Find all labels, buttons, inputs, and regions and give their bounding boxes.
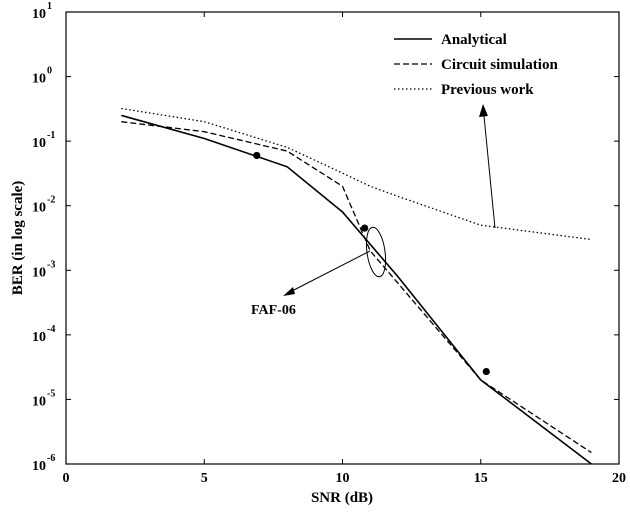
previous-work-arrow-head bbox=[479, 104, 488, 117]
faf06-arrow-head bbox=[283, 287, 295, 296]
annotation-faf06: FAF-06 bbox=[251, 303, 296, 318]
y-tick-label: 10 bbox=[32, 394, 46, 409]
annotations: FAF-06 bbox=[251, 104, 496, 318]
plot-frame bbox=[65, 11, 620, 465]
legend-label-previous-work: Previous work bbox=[441, 82, 534, 98]
y-tick-exponent: 0 bbox=[47, 66, 52, 77]
faf06-group-ellipse bbox=[365, 226, 387, 278]
y-tick-exponent: -1 bbox=[47, 130, 55, 141]
x-axis-label: SNR (dB) bbox=[311, 490, 373, 506]
y-tick-label: 10 bbox=[32, 136, 46, 151]
y-tick-exponent: -2 bbox=[47, 195, 55, 206]
legend: Analytical Circuit simulation Previous w… bbox=[394, 32, 558, 98]
legend-label-analytical: Analytical bbox=[441, 32, 507, 48]
data-marker bbox=[482, 367, 490, 376]
x-tick-label: 0 bbox=[63, 471, 70, 486]
legend-label-circuit-simulation: Circuit simulation bbox=[441, 57, 558, 73]
y-tick-exponent: -3 bbox=[47, 259, 55, 270]
series-line-circuit-simulation bbox=[121, 121, 592, 454]
x-tick-label: 5 bbox=[201, 471, 208, 486]
series-line-analytical bbox=[121, 114, 592, 465]
y-tick-label: 10 bbox=[32, 7, 46, 22]
y-tick-label: 10 bbox=[32, 330, 46, 345]
data-marker bbox=[361, 224, 369, 232]
series-line-previous-work bbox=[121, 107, 592, 241]
data-markers bbox=[253, 151, 490, 376]
y-tick-label: 10 bbox=[32, 459, 46, 474]
x-tick-label: 10 bbox=[336, 471, 350, 486]
x-tick-label: 20 bbox=[612, 471, 626, 486]
y-tick-label: 10 bbox=[32, 72, 46, 87]
series-lines bbox=[121, 107, 592, 465]
y-tick-exponent: 1 bbox=[47, 1, 52, 12]
data-marker bbox=[253, 151, 261, 160]
x-tick-label: 15 bbox=[474, 471, 488, 486]
y-axis-label: BER (in log scale) bbox=[10, 181, 26, 296]
previous-work-arrow-line bbox=[483, 115, 496, 229]
y-tick-exponent: -4 bbox=[47, 324, 55, 335]
y-tick-exponent: -5 bbox=[47, 388, 55, 399]
y-tick-label: 10 bbox=[32, 201, 46, 216]
y-tick-label: 10 bbox=[32, 265, 46, 280]
faf06-arrow-line bbox=[289, 250, 371, 293]
y-tick-exponent: -6 bbox=[47, 453, 55, 464]
